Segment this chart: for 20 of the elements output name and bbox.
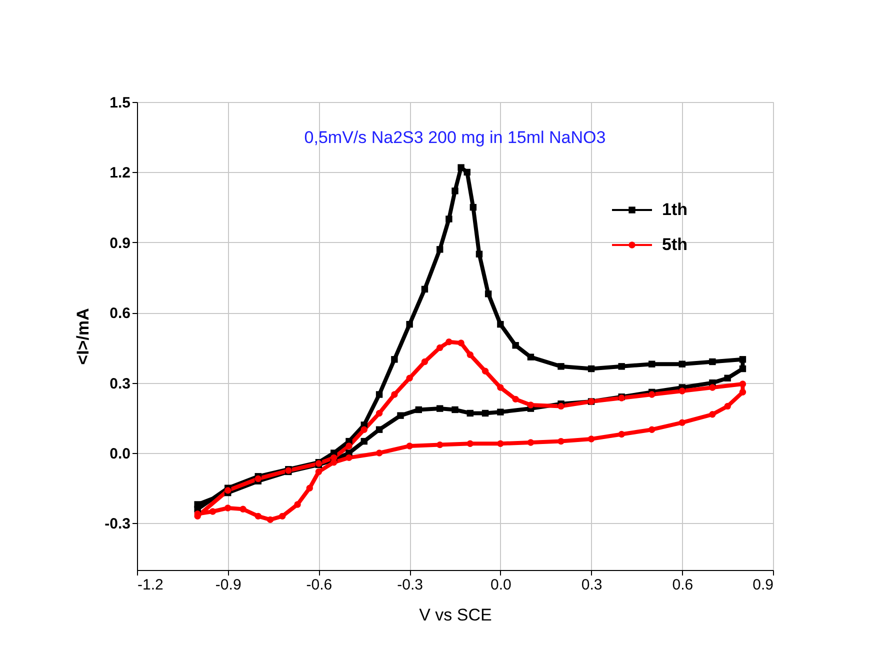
y-tick-label: -0.3 — [104, 516, 130, 533]
y-tick-label: 0.9 — [110, 234, 130, 252]
text: 0,5mV/s Na2S3 200 mg in 15ml NaNO3 — [304, 128, 606, 147]
y-axis-title: <I>/mA — [74, 308, 93, 365]
legend-label: 5th — [662, 235, 688, 254]
x-tick-label: -0.9 — [215, 576, 242, 594]
y-tick-label: 1.5 — [110, 94, 130, 112]
y-tick-label: 1.2 — [110, 164, 130, 182]
x-tick-label: 0.0 — [490, 576, 512, 594]
x-tick-label: 0.9 — [752, 576, 774, 594]
x-tick-label: 0.6 — [672, 576, 694, 594]
x-tick-label: -1.2 — [138, 576, 164, 594]
y-tick-label: 0.0 — [110, 446, 130, 462]
y-tick-label: 0.6 — [110, 305, 130, 322]
x-tick-label: 0.3 — [581, 576, 602, 594]
x-tick-label: -0.3 — [397, 576, 423, 594]
x-tick-label: -0.6 — [306, 576, 332, 594]
x-axis-title: V vs SCE — [419, 606, 492, 624]
y-tick-label: 0.3 — [110, 375, 130, 392]
legend-label: 1th — [662, 200, 688, 219]
